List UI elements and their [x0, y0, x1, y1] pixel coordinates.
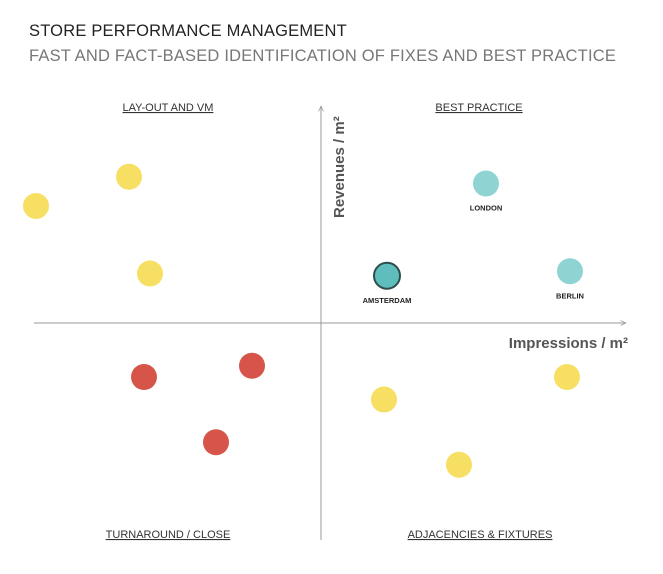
data-point: [239, 352, 265, 379]
point-amsterdam: [373, 261, 401, 290]
y-axis-label: Revenues / m²: [331, 116, 348, 218]
data-point: [203, 429, 229, 456]
data-points: AMSTERDAM LONDON BERLIN: [23, 163, 584, 478]
x-axis-label: Impressions / m²: [509, 335, 628, 352]
quadrant-label-top-left: LAY-OUT AND VM: [123, 102, 214, 114]
point-label-amsterdam: AMSTERDAM: [363, 296, 412, 305]
data-point: [116, 163, 142, 190]
page-subtitle: FAST AND FACT-BASED IDENTIFICATION OF FI…: [29, 47, 617, 65]
data-point: [23, 193, 49, 219]
point-label-london: LONDON: [470, 204, 503, 213]
data-point: [371, 386, 397, 413]
data-point: [131, 364, 157, 390]
data-point: [137, 260, 163, 287]
point-label-berlin: BERLIN: [556, 291, 584, 300]
point-london: [473, 170, 499, 197]
data-point: [554, 364, 580, 390]
point-berlin: [557, 258, 583, 285]
quadrant-label-bottom-right: ADJACENCIES & FIXTURES: [408, 529, 553, 541]
page-title: STORE PERFORMANCE MANAGEMENT: [29, 22, 347, 40]
quadrant-label-top-right: BEST PRACTICE: [435, 102, 522, 114]
quadrant-label-bottom-left: TURNAROUND / CLOSE: [106, 529, 231, 541]
data-point: [446, 451, 472, 478]
